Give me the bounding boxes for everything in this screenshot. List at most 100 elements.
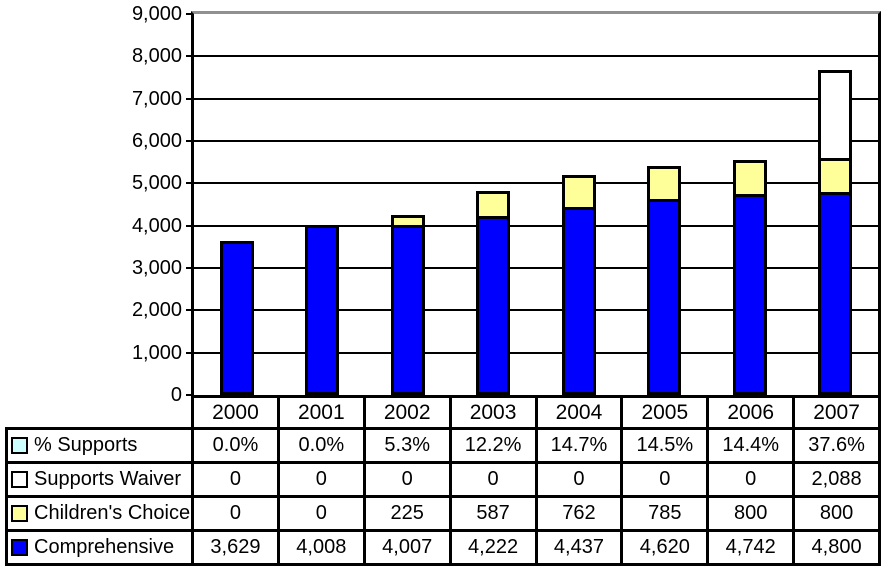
y-axis-tick	[186, 351, 192, 354]
table-value-cell: 4,800	[795, 532, 878, 563]
stacked-bar-2005	[647, 166, 682, 395]
table-value-cell: 800	[709, 498, 793, 529]
table-value-cell: 4,222	[451, 532, 535, 563]
bar-segment-children-s-choice	[818, 158, 853, 192]
table-value-cell: 0	[279, 498, 363, 529]
bar-segment-comprehensive	[305, 225, 340, 395]
data-table: % Supports 0.0% 0.0% 5.3% 12.2% 14.7% 14.5% 14.…	[5, 427, 881, 566]
table-value-cell: 5.3%	[365, 430, 449, 461]
y-axis-label: 8,000	[131, 45, 182, 68]
table-value-cell: 0	[451, 464, 535, 495]
y-axis-tick	[186, 140, 192, 142]
legend-marker-icon	[11, 437, 28, 454]
table-value-cell: 0	[709, 464, 793, 495]
gridline	[194, 140, 878, 142]
y-axis-tick	[186, 309, 192, 312]
table-value-cell: 4,008	[279, 532, 363, 563]
y-axis-tick	[186, 182, 192, 185]
table-value-cell: 14.4%	[709, 430, 793, 461]
x-category-cell: 2006	[709, 398, 793, 427]
table-value-cell: 0	[194, 498, 277, 529]
y-axis-label: 1,000	[131, 341, 182, 364]
legend-marker-icon	[11, 505, 28, 522]
stacked-bar-2002	[390, 215, 425, 395]
table-value-cell: 0.0%	[279, 430, 363, 461]
plot-area	[186, 11, 881, 398]
legend-label: % Supports	[34, 434, 138, 456]
x-axis-category-row: 2000 2001 2002 2003 2004 2005 2006 2007	[191, 395, 881, 430]
legend-label: Children's Choice	[34, 502, 191, 524]
y-axis-label: 0	[170, 384, 182, 406]
legend-label: Comprehensive	[34, 536, 175, 558]
table-value-cell: 225	[365, 498, 449, 529]
table-value-cell: 12.2%	[451, 430, 535, 461]
y-axis-label: 5,000	[131, 172, 182, 195]
bar-segment-children-s-choice	[647, 166, 682, 199]
table-value-cell: 800	[795, 498, 878, 529]
gridline	[194, 182, 878, 185]
table-value-cell: 0	[194, 464, 277, 495]
table-value-cell: 4,742	[709, 532, 793, 563]
gridline	[194, 309, 878, 312]
legend-label-cell: Children's Choice	[8, 498, 191, 529]
y-axis-label: 6,000	[131, 130, 182, 152]
table-value-cell: 587	[451, 498, 535, 529]
table-value-cell: 0	[365, 464, 449, 495]
bar-segment-supports-waiver	[818, 70, 853, 158]
table-value-cell: 0.0%	[194, 430, 277, 461]
stacked-bar-2004	[561, 175, 596, 395]
bar-segment-children-s-choice	[390, 215, 425, 225]
gridline	[194, 224, 878, 227]
table-value-cell: 4,620	[623, 532, 707, 563]
legend-label-cell: Supports Waiver	[8, 464, 191, 495]
y-axis-tick	[186, 267, 192, 269]
bar-segment-children-s-choice	[561, 175, 596, 207]
legend-label-cell: % Supports	[8, 430, 191, 461]
bar-segment-comprehensive	[219, 241, 254, 395]
table-value-cell: 785	[623, 498, 707, 529]
y-axis-tick	[186, 224, 192, 227]
x-category-cell: 2005	[623, 398, 707, 427]
bar-segment-children-s-choice	[732, 160, 767, 194]
y-axis-tick	[186, 13, 192, 15]
x-category-cell: 2003	[451, 398, 535, 427]
legend-label: Supports Waiver	[34, 468, 182, 490]
bar-segment-comprehensive	[561, 207, 596, 395]
gridline	[194, 351, 878, 354]
y-axis-label: 9,000	[131, 3, 182, 25]
stacked-bar-2001	[305, 225, 340, 395]
table-value-cell: 762	[537, 498, 621, 529]
table-value-cell: 0	[279, 464, 363, 495]
table-value-cell: 14.7%	[537, 430, 621, 461]
bar-segment-children-s-choice	[476, 191, 511, 216]
gridline	[194, 97, 878, 100]
y-axis-label: 7,000	[131, 87, 182, 110]
x-category-cell: 2000	[194, 398, 277, 427]
table-value-cell: 2,088	[795, 464, 878, 495]
table-value-cell: 0	[537, 464, 621, 495]
stacked-bar-2000	[219, 241, 254, 395]
y-axis-label: 4,000	[131, 214, 182, 237]
gridline	[194, 267, 878, 269]
x-category-cell: 2002	[365, 398, 449, 427]
bar-segment-comprehensive	[647, 199, 682, 395]
x-category-cell: 2007	[795, 398, 878, 427]
y-axis-label: 2,000	[131, 299, 182, 322]
stacked-bar-2003	[476, 191, 511, 395]
bar-segment-comprehensive	[818, 192, 853, 395]
x-category-cell: 2004	[537, 398, 621, 427]
bar-segment-comprehensive	[390, 225, 425, 395]
table-value-cell: 14.5%	[623, 430, 707, 461]
x-category-cell: 2001	[279, 398, 363, 427]
table-value-cell: 4,007	[365, 532, 449, 563]
bar-segment-comprehensive	[732, 194, 767, 395]
legend-marker-icon	[11, 539, 28, 556]
legend-marker-icon	[11, 471, 28, 488]
table-value-cell: 0	[623, 464, 707, 495]
gridline	[194, 55, 878, 58]
y-axis-tick	[186, 394, 192, 396]
stacked-bar-2007	[818, 70, 853, 395]
legend-label-cell: Comprehensive	[8, 532, 191, 563]
table-value-cell: 37.6%	[795, 430, 878, 461]
